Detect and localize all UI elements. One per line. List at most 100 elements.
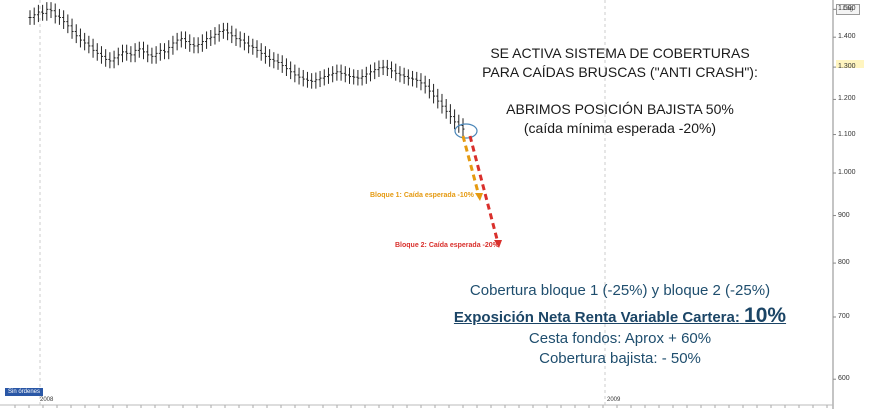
ohlc-bar — [398, 66, 402, 83]
ohlc-bar — [347, 67, 351, 84]
ohlc-bar — [78, 28, 82, 48]
ohlc-bar — [62, 10, 66, 29]
block2-label: Bloque 2: Caída esperada -20% — [395, 242, 499, 249]
ohlc-bar — [226, 22, 230, 41]
annotation-line4: (caída mínima esperada -20%) — [523, 120, 717, 136]
ohlc-bar — [284, 58, 288, 76]
ohlc-bar — [205, 31, 209, 49]
coverage-exposure: Exposición Neta Renta Variable Cartera: … — [440, 304, 800, 328]
ohlc-bar — [369, 64, 373, 82]
ohlc-bar — [45, 2, 49, 21]
ohlc-bar — [28, 10, 32, 25]
ohlc-bar — [213, 27, 217, 45]
ohlc-bar — [154, 46, 158, 64]
ohlc-bar — [335, 64, 339, 81]
ohlc-bar — [427, 78, 431, 99]
ohlc-bar — [163, 43, 167, 60]
ohlc-bar — [32, 7, 36, 25]
coverage-line3: Cesta fondos: Aprox + 60% — [528, 330, 712, 347]
ohlc-bar — [70, 18, 74, 39]
ohlc-bar — [331, 66, 335, 83]
ohlc-bar — [406, 69, 410, 86]
ohlc-bar — [440, 93, 444, 114]
ohlc-bar — [125, 44, 129, 61]
ohlc-bar — [411, 70, 415, 87]
x-tick-label-2008: 2008 — [40, 397, 54, 403]
block1-label: Bloque 1: Caída esperada -10% — [370, 192, 474, 199]
ohlc-bar — [314, 72, 318, 89]
ohlc-bar — [251, 38, 255, 55]
ohlc-bar — [167, 40, 171, 60]
ohlc-bar — [247, 35, 251, 54]
ohlc-bar — [394, 63, 398, 81]
ohlc-bar — [57, 8, 61, 25]
ohlc-bar — [104, 49, 108, 67]
ohlc-bar — [95, 43, 99, 61]
ohlc-bar — [297, 67, 301, 85]
coverage-line4: Cobertura bajista: - 50% — [539, 350, 701, 367]
ohlc-bar — [217, 24, 221, 42]
ohlc-bar — [179, 31, 183, 48]
ohlc-bar — [381, 59, 385, 76]
ohlc-bar — [112, 50, 116, 69]
ohlc-bar — [301, 69, 305, 87]
ohlc-bar — [444, 99, 448, 119]
ohlc-bar — [133, 43, 137, 63]
ohlc-bar — [305, 71, 309, 88]
y-tick-label: 800 — [838, 259, 850, 267]
annotation-position: ABRIMOS POSICIÓN BAJISTA 50% (caída míni… — [470, 100, 770, 138]
y-tick-label: 1.000 — [838, 169, 856, 177]
ohlc-bar — [289, 61, 293, 80]
ohlc-bar — [310, 73, 314, 89]
ohlc-bar — [83, 32, 87, 51]
orders-badge[interactable]: Sin órdenes — [5, 388, 44, 396]
y-axis-panel — [833, 0, 876, 409]
ohlc-bar — [196, 37, 200, 54]
ohlc-bar — [326, 67, 330, 84]
y-axis-highlight — [836, 60, 864, 68]
ohlc-bar — [423, 75, 427, 94]
ohlc-bar — [209, 29, 213, 46]
ohlc-bar — [171, 35, 175, 55]
log-scale-tag[interactable]: Log — [836, 4, 860, 15]
ohlc-bar — [99, 46, 103, 64]
ohlc-bar — [53, 3, 57, 24]
annotation-line3: ABRIMOS POSICIÓN BAJISTA 50% — [506, 101, 734, 117]
ohlc-bar — [242, 32, 246, 51]
y-tick-label: 1.400 — [838, 33, 856, 41]
ohlc-bar — [322, 69, 326, 86]
ohlc-bar — [234, 28, 238, 46]
ohlc-bar — [280, 55, 284, 73]
ohlc-bar — [230, 25, 234, 44]
ohlc-bar — [390, 61, 394, 79]
block1-arrow — [461, 135, 481, 197]
ohlc-bar — [184, 31, 188, 49]
y-tick-label: 1.200 — [838, 95, 856, 103]
y-tick-label: 1.300 — [838, 63, 856, 71]
ohlc-bar — [268, 49, 272, 67]
ohlc-bar — [402, 67, 406, 84]
y-tick-label: 600 — [838, 375, 850, 383]
ohlc-bar — [66, 14, 70, 34]
ohlc-bar — [192, 37, 196, 54]
ohlc-bar — [318, 70, 322, 88]
ohlc-bar — [238, 31, 242, 48]
y-tick-label: 700 — [838, 312, 850, 320]
ohlc-bar — [129, 46, 133, 63]
coverage-exposure-value: 10% — [744, 304, 787, 327]
ohlc-bar — [356, 69, 360, 86]
block2-arrowhead — [494, 240, 502, 248]
y-tick-label: 900 — [838, 211, 850, 219]
block2-arrow — [468, 135, 500, 244]
ohlc-bar — [377, 60, 381, 77]
ohlc-bar — [461, 118, 465, 137]
annotation-title: SE ACTIVA SISTEMA DE COBERTURAS PARA CAÍ… — [470, 44, 770, 82]
ohlc-bar — [175, 32, 179, 51]
ohlc-bar — [272, 52, 276, 69]
ohlc-bar — [276, 53, 280, 70]
ohlc-bar — [87, 35, 91, 54]
coverage-line1: Cobertura bloque 1 (-25%) y bloque 2 (-2… — [469, 282, 771, 299]
ohlc-bar — [137, 41, 141, 58]
